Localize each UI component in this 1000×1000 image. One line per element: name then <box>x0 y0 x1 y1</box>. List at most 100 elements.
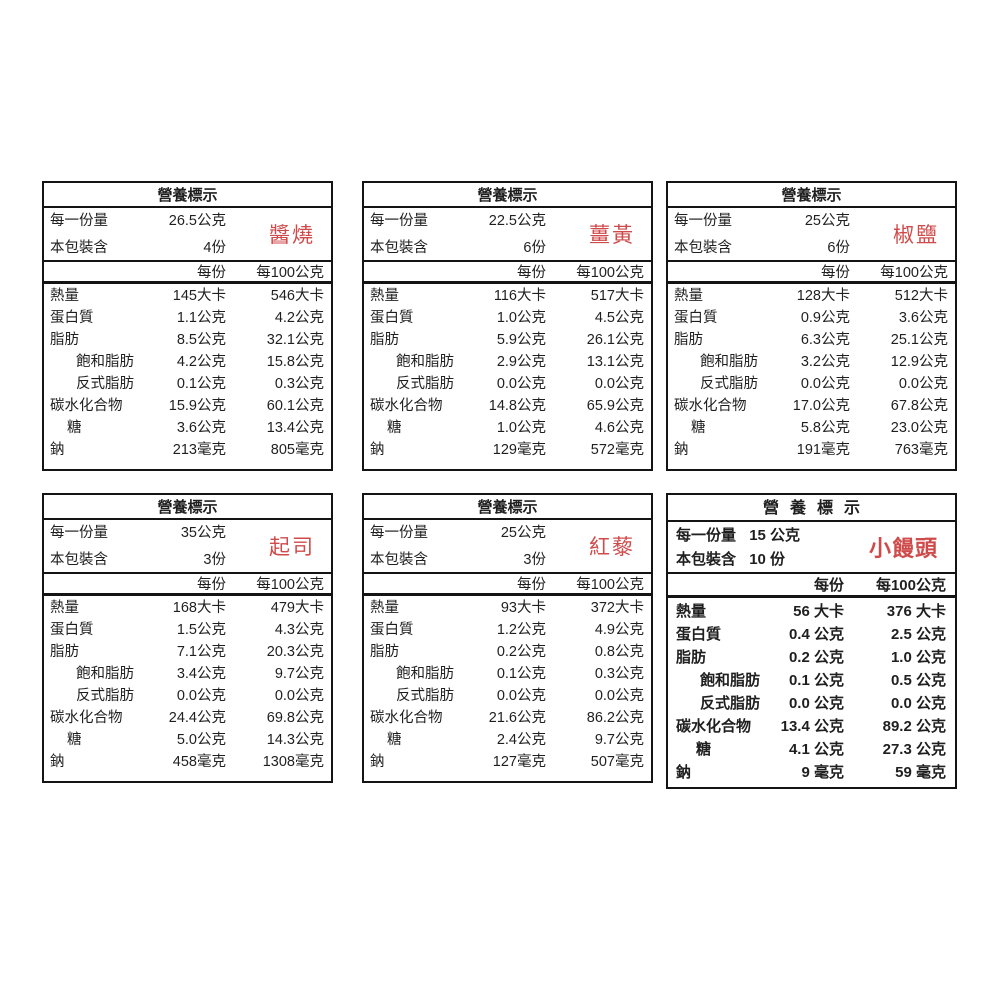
row-per-100g-value: 0.3公克 <box>594 666 644 682</box>
row-label: 脂肪 <box>674 332 703 348</box>
nutrient-row: 碳水化合物 13.4 公克 89.2 公克 <box>668 715 955 738</box>
column-header-per-serving: 每份 <box>821 265 850 281</box>
nutrient-row: 鈉 458毫克 1308毫克 <box>44 751 331 773</box>
serving-section: 每一份量 35公克 本包裝含 3份 起司 <box>44 520 331 574</box>
nutrient-row: 飽和脂肪 0.1 公克 0.5 公克 <box>668 669 955 692</box>
row-per-serving-value: 0.0公克 <box>800 376 850 392</box>
servings-per-pack-row: 本包裝含 10 份 <box>668 548 955 572</box>
row-label: 脂肪 <box>370 644 399 660</box>
label-title: 營養標示 <box>364 495 651 520</box>
row-per-serving-value: 7.1公克 <box>176 644 226 660</box>
row-per-100g-value: 13.1公克 <box>586 354 644 370</box>
row-label: 熱量 <box>370 288 399 304</box>
row-per-serving-value: 0.0 公克 <box>788 695 844 712</box>
label-title: 營養標示 <box>44 183 331 208</box>
row-per-100g-value: 89.2 公克 <box>882 718 946 735</box>
row-per-100g-value: 572毫克 <box>590 442 644 458</box>
row-per-100g-value: 507毫克 <box>590 754 644 770</box>
column-header-per-100g: 每100公克 <box>576 577 644 593</box>
row-label: 反式脂肪 <box>700 695 761 712</box>
row-per-100g-value: 1.0 公克 <box>890 649 946 666</box>
row-per-100g-value: 4.5公克 <box>594 310 644 326</box>
row-per-serving-value: 21.6公克 <box>488 710 546 726</box>
column-header-spacer <box>50 262 160 284</box>
servings-per-pack-label: 本包裝含 <box>674 240 732 256</box>
row-label: 脂肪 <box>676 649 707 666</box>
column-header-per-100g: 每100公克 <box>875 577 946 594</box>
column-header-per-100g: 每100公克 <box>880 265 948 281</box>
row-per-100g-value: 23.0公克 <box>890 420 948 436</box>
nutrition-label: 營養標示 每一份量 15 公克 本包裝含 10 份 小饅頭 每份 每100公克 … <box>666 493 957 789</box>
serving-section: 每一份量 25公克 本包裝含 6份 椒鹽 <box>668 208 955 262</box>
row-per-100g-value: 4.2公克 <box>274 310 324 326</box>
servings-per-pack-value: 3份 <box>523 552 546 568</box>
nutrient-row: 鈉 127毫克 507毫克 <box>364 751 651 773</box>
row-label: 脂肪 <box>50 332 79 348</box>
column-header-per-serving: 每份 <box>517 265 546 281</box>
row-label: 飽和脂肪 <box>700 672 761 689</box>
row-per-serving-value: 191毫克 <box>796 442 850 458</box>
row-per-serving-value: 0.9公克 <box>800 310 850 326</box>
nutrient-row: 糖 2.4公克 9.7公克 <box>364 729 651 751</box>
nutrient-row: 蛋白質 0.4 公克 2.5 公克 <box>668 623 955 646</box>
row-label: 反式脂肪 <box>76 688 134 704</box>
column-header-spacer <box>370 574 480 596</box>
servings-per-pack-value: 4份 <box>203 240 226 256</box>
row-label: 糖 <box>67 732 82 748</box>
row-label: 糖 <box>387 732 402 748</box>
nutrient-row: 熱量 145大卡 546大卡 <box>44 285 331 307</box>
nutrient-row: 脂肪 0.2公克 0.8公克 <box>364 641 651 663</box>
row-per-100g-value: 805毫克 <box>270 442 324 458</box>
servings-per-pack-label: 本包裝含 <box>370 552 428 568</box>
label-title: 營養標示 <box>44 495 331 520</box>
servings-per-pack-value: 6份 <box>523 240 546 256</box>
serving-size-value: 15 公克 <box>749 527 801 544</box>
row-label: 鈉 <box>50 754 65 770</box>
nutrition-rows: 熱量 116大卡 517大卡 蛋白質 1.0公克 4.5公克 脂肪 5.9公克 … <box>364 284 651 461</box>
serving-section: 每一份量 15 公克 本包裝含 10 份 小饅頭 <box>668 522 955 574</box>
row-per-100g-value: 0.0公克 <box>594 688 644 704</box>
row-per-100g-value: 4.9公克 <box>594 622 644 638</box>
serving-size-row: 每一份量 15 公克 <box>668 524 955 548</box>
row-label: 鈉 <box>674 442 689 458</box>
row-label: 蛋白質 <box>370 310 414 326</box>
row-per-serving-value: 213毫克 <box>172 442 226 458</box>
servings-per-pack-value: 6份 <box>827 240 850 256</box>
row-label: 蛋白質 <box>50 310 94 326</box>
row-per-100g-value: 372大卡 <box>590 600 644 616</box>
serving-size-label: 每一份量 <box>50 213 108 229</box>
row-per-100g-value: 67.8公克 <box>890 398 948 414</box>
nutrition-label: 營養標示 每一份量 25公克 本包裝含 3份 紅藜 每份 每100公克 熱量 9… <box>362 493 653 783</box>
nutrient-row: 蛋白質 1.5公克 4.3公克 <box>44 619 331 641</box>
row-per-100g-value: 2.5 公克 <box>890 626 946 643</box>
nutrient-row: 糖 1.0公克 4.6公克 <box>364 417 651 439</box>
nutrient-row: 碳水化合物 24.4公克 69.8公克 <box>44 707 331 729</box>
nutrient-row: 脂肪 7.1公克 20.3公克 <box>44 641 331 663</box>
row-label: 反式脂肪 <box>76 376 134 392</box>
row-label: 鈉 <box>370 442 385 458</box>
nutrient-row: 脂肪 6.3公克 25.1公克 <box>668 329 955 351</box>
row-per-serving-value: 0.1公克 <box>496 666 546 682</box>
row-label: 熱量 <box>674 288 703 304</box>
row-per-100g-value: 25.1公克 <box>890 332 948 348</box>
product-name: 醬燒 <box>269 224 315 247</box>
nutrient-row: 反式脂肪 0.0公克 0.0公克 <box>44 685 331 707</box>
serving-size-label: 每一份量 <box>370 213 428 229</box>
nutrient-row: 鈉 129毫克 572毫克 <box>364 439 651 461</box>
row-per-serving-value: 1.5公克 <box>176 622 226 638</box>
row-label: 糖 <box>691 420 706 436</box>
column-header-per-serving: 每份 <box>813 577 844 594</box>
row-per-100g-value: 517大卡 <box>590 288 644 304</box>
column-header-spacer <box>676 574 776 598</box>
row-per-100g-value: 59 毫克 <box>895 764 946 781</box>
nutrient-row: 蛋白質 1.2公克 4.9公克 <box>364 619 651 641</box>
column-header-per-serving: 每份 <box>517 577 546 593</box>
serving-section: 每一份量 26.5公克 本包裝含 4份 醬燒 <box>44 208 331 262</box>
nutrient-row: 脂肪 0.2 公克 1.0 公克 <box>668 646 955 669</box>
row-per-serving-value: 8.5公克 <box>176 332 226 348</box>
row-per-100g-value: 763毫克 <box>894 442 948 458</box>
nutrient-row: 熱量 168大卡 479大卡 <box>44 597 331 619</box>
row-per-serving-value: 458毫克 <box>172 754 226 770</box>
nutrient-row: 蛋白質 1.1公克 4.2公克 <box>44 307 331 329</box>
row-label: 碳水化合物 <box>50 710 123 726</box>
